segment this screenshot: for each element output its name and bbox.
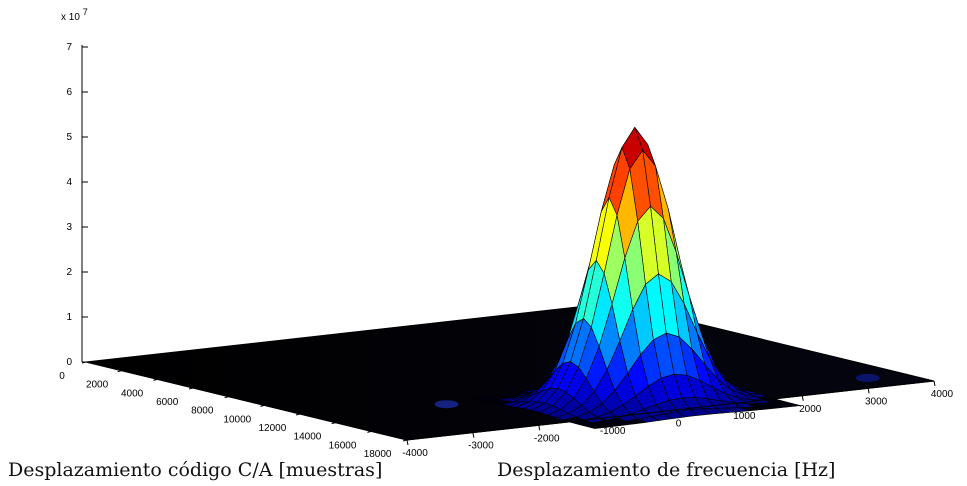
y-tick-label: 0 [676, 419, 682, 430]
x-tick-label: 4000 [121, 388, 144, 399]
x-tick-mark [224, 396, 229, 399]
y-tick-label: -4000 [402, 448, 428, 459]
floor-plane [85, 302, 935, 441]
z-tick-label: 3 [66, 222, 72, 233]
surface-face [586, 424, 608, 429]
y-tick-label: -3000 [468, 441, 494, 452]
z-axis-ticks: 0 1 2 3 4 5 6 7 [66, 42, 88, 368]
x-axis-label: Desplazamiento código C/A [muestras] [8, 459, 382, 481]
surface-floor [85, 302, 935, 441]
x-tick-mark [295, 413, 301, 416]
z-tick-label: 2 [66, 267, 72, 278]
x-tick-label: 12000 [258, 423, 286, 434]
z-tick-label: 1 [66, 312, 72, 323]
x-axis-ticks: 0 2000 4000 6000 8000 10000 12000 14000 16000 180… [59, 361, 408, 460]
y-tick-label: -2000 [534, 433, 560, 444]
z-tick-label: 7 [66, 42, 72, 53]
y-tick-mark [867, 388, 870, 394]
x-tick-mark [188, 387, 194, 390]
x-tick-mark [402, 439, 408, 442]
y-tick-mark [801, 395, 804, 401]
y-tick-mark [604, 417, 607, 423]
z-multiplier: x 10 7 [61, 7, 88, 23]
x-axis-line [85, 361, 408, 441]
z-tick-label: 5 [66, 132, 72, 143]
x-tick-mark [260, 404, 265, 407]
y-axis-ticks: -4000 -3000 -2000 -1000 0 1000 2000 3000 4000 [402, 380, 954, 459]
z-tick-label: 4 [66, 177, 72, 188]
x-tick-label: 18000 [364, 449, 392, 460]
y-tick-label: 4000 [931, 389, 954, 400]
y-axis-label: Desplazamiento de frecuencia [Hz] [497, 459, 835, 481]
y-tick-label: -1000 [600, 426, 626, 437]
floor-bump [855, 373, 880, 382]
x-tick-mark [367, 430, 372, 433]
z-tick-label: 0 [66, 357, 72, 368]
y-tick-mark [670, 410, 672, 416]
y-tick-mark [538, 425, 541, 431]
y-tick-label: 3000 [865, 396, 888, 407]
surface-peak [469, 126, 801, 429]
x-tick-mark [153, 378, 158, 381]
x-tick-label: 6000 [156, 397, 179, 408]
x-tick-label: 8000 [191, 406, 214, 417]
x-tick-mark [331, 422, 336, 425]
y-tick-mark [735, 403, 738, 409]
x-tick-label: 10000 [223, 414, 251, 425]
z-tick-label: 6 [66, 87, 72, 98]
x-tick-label: 0 [59, 371, 65, 382]
floor-bump [434, 400, 459, 409]
y-tick-label: 2000 [799, 404, 822, 415]
x-tick-label: 2000 [86, 380, 109, 391]
y-tick-label: 1000 [733, 411, 756, 422]
y-tick-mark [933, 380, 936, 387]
y-tick-mark [406, 439, 409, 446]
x-tick-mark [81, 361, 87, 364]
x-tick-label: 14000 [294, 432, 322, 443]
x-tick-label: 16000 [329, 440, 357, 451]
y-tick-mark [472, 432, 475, 438]
x-tick-mark [117, 370, 122, 373]
